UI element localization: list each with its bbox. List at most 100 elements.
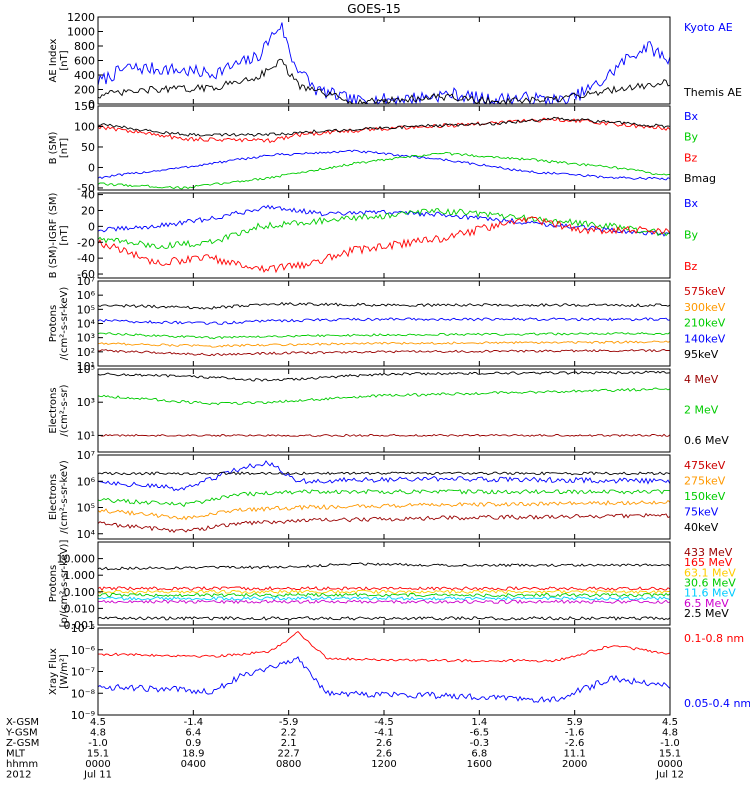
y-tick-label: 0 xyxy=(88,161,95,174)
footer-value: 6.8 xyxy=(471,749,487,760)
y-axis-label: /(cm²-s-sr) xyxy=(59,384,70,436)
y-axis-label: Electrons xyxy=(48,387,59,433)
footer-value: 22.7 xyxy=(278,749,300,760)
legend-entry-ae-themis-ae: Themis AE xyxy=(683,86,742,99)
legend-entry-electrons_mev-0-6-mev: 0.6 MeV xyxy=(684,434,729,447)
series-line-electrons_kev-275kev xyxy=(97,499,671,521)
footer-value: 6.4 xyxy=(185,728,201,739)
y-tick-label: 10⁵ xyxy=(77,502,95,515)
y-tick-label: 50 xyxy=(81,141,95,154)
y-tick-label: 10⁶ xyxy=(77,289,96,302)
footer-value: Jul 11 xyxy=(83,770,112,781)
series-line-protons_mev-165-mev xyxy=(97,586,671,591)
y-tick-label: 10¹ xyxy=(77,360,95,373)
series-line-bsm-bmag xyxy=(97,116,671,137)
series-line-protons_mev-11-6-mev xyxy=(97,596,671,601)
series-line-ae-themis-ae xyxy=(97,58,671,106)
y-tick-label: 0.010 xyxy=(64,602,96,615)
y-axis-label: B (SM)-IGRF (SM) xyxy=(48,193,59,279)
y-axis-label: /(cm²-s-sr-keV) xyxy=(59,287,70,361)
legend-entry-bsm-by: By xyxy=(684,131,699,144)
y-tick-label: 10³ xyxy=(77,396,95,409)
y-tick-label: 400 xyxy=(74,69,95,82)
y-tick-label: 0 xyxy=(88,98,95,111)
footer-value: 0000 xyxy=(85,759,110,770)
y-tick-label: 10⁻⁹ xyxy=(71,709,95,722)
y-axis-label: [W/m²] xyxy=(59,654,70,689)
series-line-protons_kev-575kev xyxy=(97,349,671,357)
legend-entry-protons_kev-210kev: 210keV xyxy=(684,317,726,330)
panel-electrons_mev: 10⁵ 10³ 10¹ Electrons/(cm²-s-sr) 4 MeV 2 MeV 0… xyxy=(48,363,729,453)
legend-entry-electrons_mev-4-mev: 4 MeV xyxy=(684,373,719,386)
footer-value: -2.6 xyxy=(565,738,585,749)
footer-value: 2.6 xyxy=(376,749,392,760)
legend-entry-bigrf-by: By xyxy=(684,229,699,242)
footer-value: 11.1 xyxy=(564,749,586,760)
y-tick-label: 10³ xyxy=(77,332,95,345)
y-tick-label: -60 xyxy=(77,268,95,281)
legend-entry-protons_mev-30-6-mev: 30.6 MeV xyxy=(684,577,736,590)
series-line-bsm-bx xyxy=(97,149,671,181)
series-line-protons_mev-30-6-mev xyxy=(97,592,671,598)
series-line-protons_mev-433-mev xyxy=(97,562,671,571)
legend-entry-protons_kev-300kev: 300keV xyxy=(684,301,726,314)
panel-electrons_kev: 10⁷ 10⁶ 10⁵ 10⁴ Electrons/(cm²-s-sr-keV) 475k… xyxy=(48,449,726,541)
y-tick-label: 0.001 xyxy=(64,619,96,632)
y-tick-label: 10⁷ xyxy=(77,275,95,288)
footer-value: 5.9 xyxy=(567,717,583,728)
y-tick-label: -40 xyxy=(77,252,95,265)
series-line-bigrf-by xyxy=(97,208,671,250)
footer-row-label: hhmm xyxy=(6,759,38,770)
footer-value: 4.8 xyxy=(662,728,678,739)
y-tick-label: 1.000 xyxy=(64,569,96,582)
legend-entry-bigrf-bx: Bx xyxy=(684,197,699,210)
series-line-protons_mev-6-5-mev xyxy=(97,599,671,605)
footer-value: 0800 xyxy=(276,759,301,770)
panel-protons_kev: 10⁷10⁶10⁵10⁴10³10²10¹Protons/(cm²-s-sr-k… xyxy=(48,275,726,373)
series-line-bsm-bz xyxy=(97,116,671,144)
footer-value: -1.0 xyxy=(660,738,680,749)
footer-value: -4.1 xyxy=(374,728,394,739)
footer-value: 1200 xyxy=(371,759,396,770)
y-axis-label: Protons xyxy=(48,565,59,602)
series-line-electrons_kev-40kev xyxy=(97,471,671,476)
series-line-protons_mev-63-1-mev xyxy=(97,589,671,595)
footer-value: 2000 xyxy=(562,759,587,770)
footer-value: 0000 xyxy=(657,759,682,770)
series-line-protons_kev-300kev xyxy=(97,340,671,348)
legend-entry-electrons_kev-275kev: 275keV xyxy=(684,475,726,488)
footer-value: -5.9 xyxy=(279,717,299,728)
y-tick-label: -50 xyxy=(77,182,95,195)
y-tick-label: 10⁻⁷ xyxy=(71,666,95,679)
y-axis-label: Xray Flux xyxy=(48,648,59,695)
panel-frame-bigrf xyxy=(97,192,671,279)
panel-bsm: 150 100 50 0 -50 B (SM) [nT] Bx By Bz Bmag xyxy=(48,100,716,195)
footer-value: -6.5 xyxy=(470,728,490,739)
y-tick-label: 10⁴ xyxy=(77,318,96,331)
y-tick-label: 10¹ xyxy=(77,429,95,442)
y-axis-label: [p/(cm²-s-sr-keV)] xyxy=(59,540,70,628)
footer-value: 4.5 xyxy=(662,717,678,728)
legend-entry-electrons_kev-150kev: 150keV xyxy=(684,490,726,503)
footer-value: -1.0 xyxy=(88,738,108,749)
y-tick-label: 1200 xyxy=(67,11,95,24)
y-tick-label: 10⁶ xyxy=(77,475,96,488)
y-axis-label: B (SM) xyxy=(48,131,59,164)
legend-entry-protons_mev-165-mev: 165 MeV xyxy=(684,556,733,569)
series-line-xray-0-05-0-4-nm xyxy=(97,656,671,703)
chart-title: GOES-15 xyxy=(347,2,401,16)
y-tick-label: 10.000 xyxy=(57,553,96,566)
legend-entry-electrons_kev-475kev: 475keV xyxy=(684,459,726,472)
series-line-ae-kyoto-ae xyxy=(97,22,671,106)
y-tick-label: 0.100 xyxy=(64,586,96,599)
panel-frame-electrons_kev xyxy=(97,454,671,540)
panel-xray: 10⁻⁵ 10⁻⁶ 10⁻⁷ 10⁻⁸ 10⁻⁹ Xray Flux [W/m²] 0.1-0… xyxy=(48,622,750,722)
legend-entry-protons_kev-95kev: 95keV xyxy=(684,348,719,361)
y-axis-label: /(cm²-s-sr-keV) xyxy=(59,460,70,534)
footer-value: 18.9 xyxy=(182,749,204,760)
series-line-protons_kev-210kev xyxy=(97,331,671,340)
y-tick-label: 10⁵ xyxy=(77,303,95,316)
panel-bigrf: 40 20 0 -20 -40 -60 B (SM)-IGRF (SM) [nT] Bx By Bz xyxy=(48,189,699,281)
legend-entry-electrons_kev-75kev: 75keV xyxy=(684,506,719,519)
